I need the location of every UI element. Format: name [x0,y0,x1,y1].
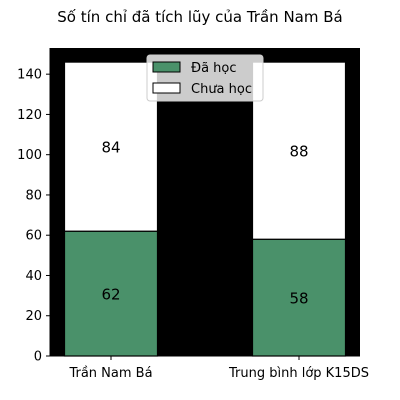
y-tick-label: 120 [17,108,42,123]
legend-label-1: Chưa học [191,82,252,97]
y-tick-label: 100 [17,148,42,163]
bars-group [63,61,347,357]
chart-title: Số tín chỉ đã tích lũy của Trần Nam Bá [57,8,342,26]
y-tick-label: 80 [25,188,42,203]
bar-chua-hoc-1 [251,61,347,240]
data-label-0-0: 62 [101,286,120,304]
data-label-1-0: 84 [101,139,120,157]
legend-swatch-1 [152,82,181,94]
axes-group: 0 20 40 60 80 100 120 140 Trần Nam Bá Trung bình … [17,48,369,381]
y-tick-label: 140 [17,68,42,83]
y-tick-label: 0 [34,350,42,365]
x-tick-label: Trần Nam Bá [68,366,152,381]
data-labels-group: 62 84 58 88 [101,139,308,308]
y-tick-label: 40 [25,269,42,284]
legend-swatch-0 [152,61,181,73]
y-tick-label: 60 [25,229,42,244]
y-tick-label: 20 [25,309,42,324]
bar-da-hoc-0 [63,230,159,357]
bar-da-hoc-1 [251,238,347,357]
legend: Đã học Chưa học [146,54,264,102]
data-label-1-1: 88 [289,143,308,161]
x-tick-label: Trung bình lớp K15DS [228,366,369,381]
legend-label-0: Đã học [191,61,237,76]
bar-chua-hoc-0 [63,61,159,232]
data-label-0-1: 58 [289,290,308,308]
